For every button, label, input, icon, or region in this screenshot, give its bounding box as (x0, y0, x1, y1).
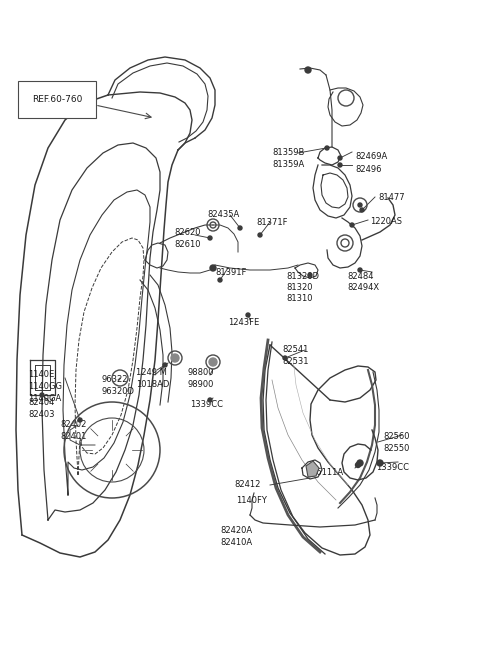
Circle shape (357, 460, 363, 466)
Text: 81371F: 81371F (256, 218, 288, 227)
Text: 82469A: 82469A (355, 152, 387, 161)
Circle shape (360, 208, 364, 212)
Text: 82404: 82404 (28, 398, 54, 407)
Text: 81359B: 81359B (272, 148, 304, 157)
Circle shape (283, 356, 287, 360)
Circle shape (218, 278, 222, 282)
Circle shape (208, 398, 212, 402)
Circle shape (209, 358, 217, 366)
Text: 1018AD: 1018AD (136, 380, 169, 389)
Text: 82494X: 82494X (347, 283, 379, 292)
Circle shape (325, 146, 329, 150)
Text: 82410A: 82410A (220, 538, 252, 547)
Circle shape (377, 460, 383, 466)
Text: 82401: 82401 (60, 432, 86, 441)
Text: 1339CC: 1339CC (376, 463, 409, 472)
Circle shape (338, 156, 342, 160)
Circle shape (171, 354, 179, 362)
Text: 81359A: 81359A (272, 160, 304, 169)
Text: 82550: 82550 (383, 444, 409, 453)
Circle shape (356, 462, 360, 468)
Text: 81477: 81477 (378, 193, 405, 202)
Text: 82620: 82620 (174, 228, 201, 237)
Circle shape (78, 418, 82, 422)
Text: 81310: 81310 (286, 294, 312, 303)
Circle shape (210, 265, 216, 271)
Polygon shape (306, 461, 319, 477)
Circle shape (163, 363, 167, 367)
Circle shape (378, 461, 382, 465)
Text: 1220AS: 1220AS (370, 217, 402, 226)
Circle shape (246, 313, 250, 317)
Text: 82484: 82484 (347, 272, 373, 281)
Text: 1140GG: 1140GG (28, 382, 62, 391)
Text: 82420A: 82420A (220, 526, 252, 535)
Text: 82412: 82412 (234, 480, 260, 489)
Text: 1140FY: 1140FY (236, 496, 267, 505)
Text: REF.60-760: REF.60-760 (32, 95, 83, 104)
Circle shape (305, 67, 311, 73)
Text: 1140EJ: 1140EJ (28, 370, 57, 379)
Text: 81391F: 81391F (215, 268, 246, 277)
Text: 1249 M: 1249 M (136, 368, 167, 377)
Text: 82403: 82403 (28, 410, 55, 419)
Circle shape (208, 236, 212, 240)
Text: 82560: 82560 (383, 432, 409, 441)
Text: 96322: 96322 (101, 375, 128, 384)
Circle shape (238, 226, 242, 230)
Text: 98900: 98900 (187, 380, 214, 389)
Text: 1339CC: 1339CC (190, 400, 223, 409)
Circle shape (350, 223, 354, 227)
Text: 96111A: 96111A (312, 468, 344, 477)
Circle shape (308, 273, 312, 277)
Circle shape (338, 163, 342, 167)
Text: 96320D: 96320D (101, 387, 134, 396)
Text: 98800: 98800 (187, 368, 214, 377)
Text: 82541: 82541 (282, 345, 308, 354)
Text: 82435A: 82435A (207, 210, 239, 219)
Text: 82610: 82610 (174, 240, 201, 249)
Text: 1140GA: 1140GA (28, 394, 61, 403)
Text: 82496: 82496 (355, 165, 382, 174)
Circle shape (258, 233, 262, 237)
Circle shape (40, 393, 44, 397)
Text: 82402: 82402 (60, 420, 86, 429)
Text: 1243FE: 1243FE (228, 318, 259, 327)
Text: 82531: 82531 (282, 357, 309, 366)
Circle shape (358, 203, 362, 207)
Text: 81320: 81320 (286, 283, 312, 292)
Circle shape (358, 268, 362, 272)
Text: 81320D: 81320D (286, 272, 319, 281)
